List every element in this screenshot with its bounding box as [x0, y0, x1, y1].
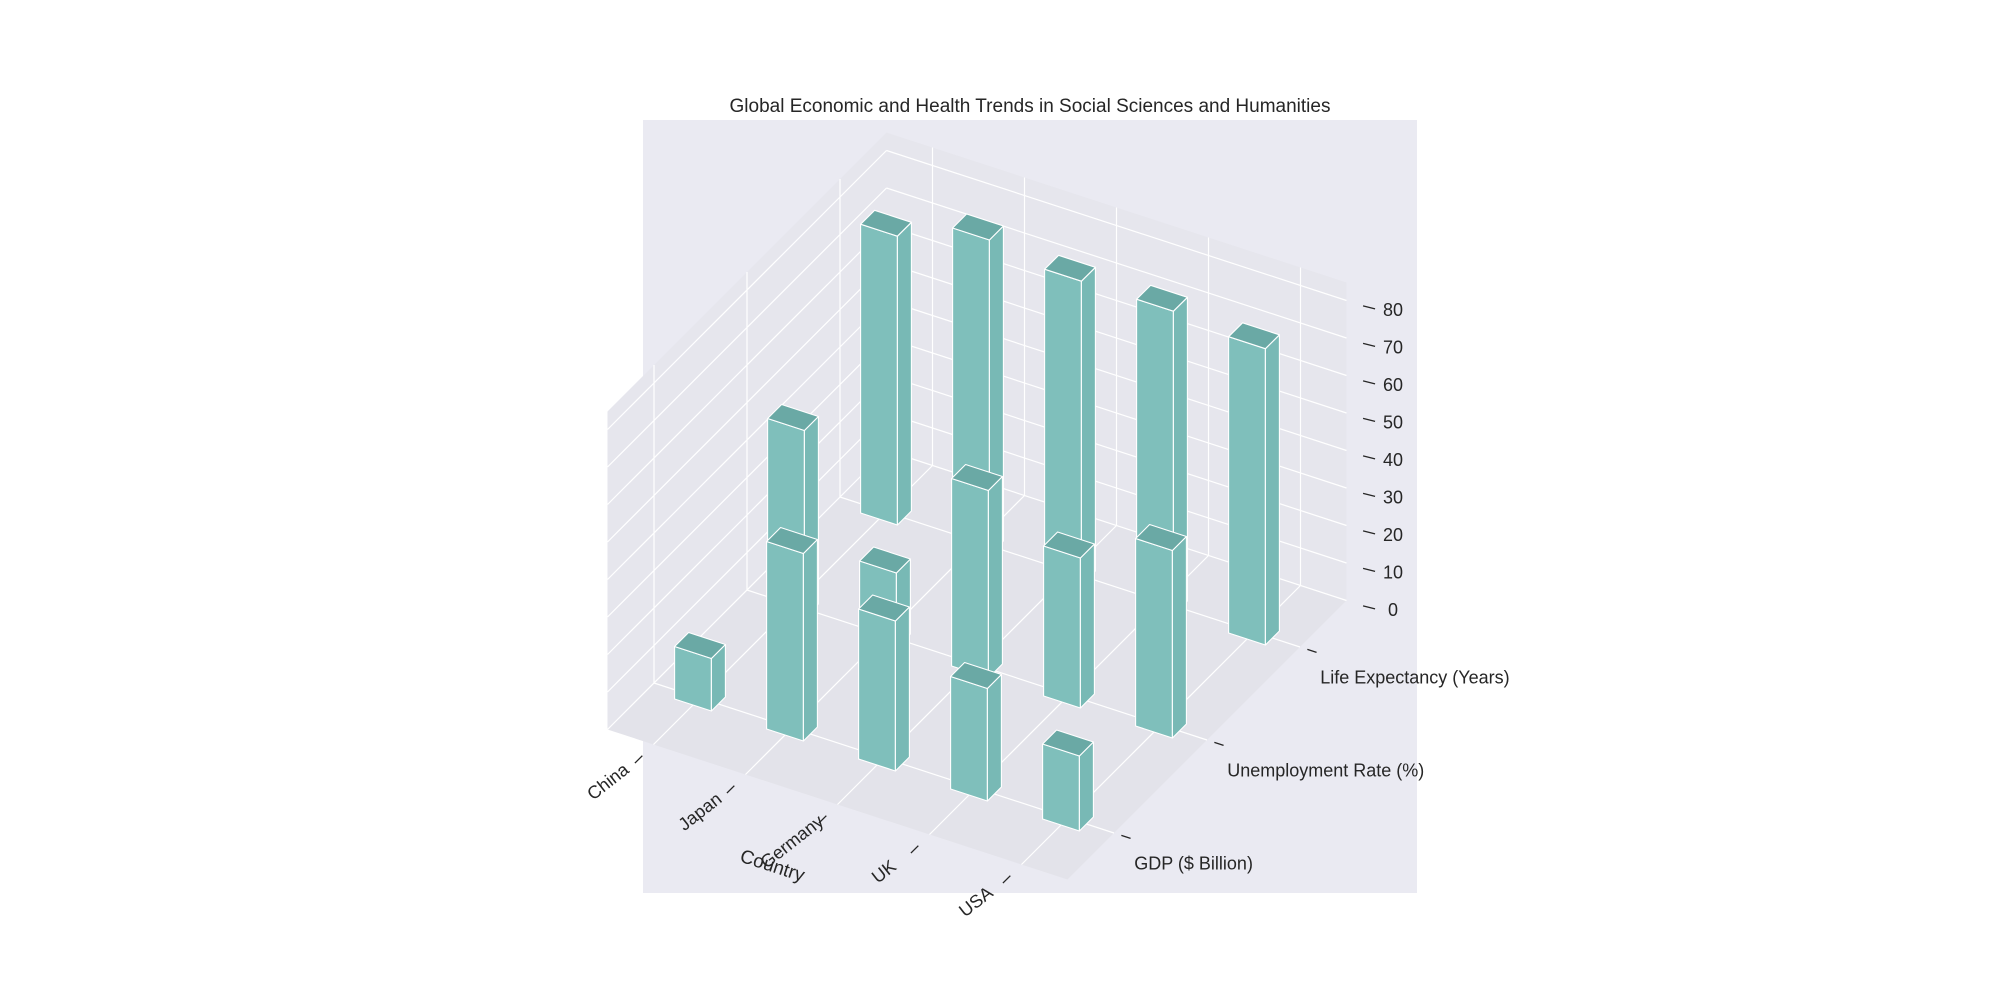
bar-top-face	[674, 631, 726, 660]
bar-top-face	[1042, 729, 1094, 757]
bar-front-face	[950, 675, 988, 802]
bar-uk-gdp-billion	[950, 661, 1002, 802]
chart-title: Global Economic and Health Trends in Soc…	[730, 96, 1331, 117]
z-tick-mark	[1362, 530, 1376, 535]
z-tick-mark	[1362, 567, 1376, 573]
bar-usa-unemployment-rate	[1135, 523, 1187, 739]
x-tick-mark	[1002, 875, 1011, 884]
bar-top-face	[858, 594, 910, 622]
bar-usa-life-expectancy-years	[1228, 322, 1280, 646]
bar-top-face	[860, 209, 912, 237]
y-tick-mark	[1307, 648, 1317, 654]
bar-top-face	[1135, 523, 1187, 552]
y-tick-label-unemployment-rate: Unemployment Rate (%)	[1227, 761, 1424, 781]
bar-front-face	[1228, 336, 1266, 646]
z-tick-mark	[1362, 605, 1376, 610]
bar-top-face	[950, 661, 1002, 690]
bar-germany-life-expectancy-years	[1044, 254, 1096, 586]
z-tick-mark	[1362, 380, 1376, 385]
x-tick-mark	[818, 815, 827, 824]
bar-top-face	[766, 526, 818, 555]
z-tick-mark	[1362, 417, 1376, 423]
y-tick-label-life-expectancy-years: Life Expectancy (Years)	[1320, 668, 1509, 688]
z-tick-label: 60	[1383, 375, 1403, 395]
x-tick-label-china: China	[583, 759, 633, 804]
bar-front-face	[766, 540, 804, 742]
z-tick-label: 50	[1383, 412, 1403, 432]
z-tick-label: 30	[1383, 487, 1403, 507]
bar-top-face	[1044, 254, 1096, 282]
bar-side-face	[802, 538, 818, 742]
z-tick-label: 0	[1388, 600, 1398, 620]
bar-uk-unemployment-rate	[1043, 531, 1095, 709]
bar-side-face	[1264, 334, 1280, 646]
bar-top-face	[1228, 322, 1280, 350]
x-tick-mark	[634, 755, 643, 764]
z-tick-mark	[1362, 492, 1376, 498]
bar-top-face	[859, 546, 911, 574]
y-tick-mark	[1121, 834, 1131, 840]
z-tick-label: 70	[1383, 337, 1403, 357]
bar-japan-gdp-billion	[766, 526, 818, 742]
bar-top-face	[1043, 531, 1095, 559]
z-tick-mark	[1362, 342, 1376, 348]
bar-side-face	[894, 606, 910, 772]
bar-top-face	[952, 213, 1004, 241]
z-tick-label: 40	[1383, 450, 1403, 470]
bar-side-face	[987, 475, 1003, 679]
bar-germany-gdp-billion	[858, 594, 910, 772]
z-tick-label: 80	[1383, 300, 1403, 320]
bar-side-face	[896, 221, 912, 526]
x-tick-mark	[726, 785, 735, 794]
bar-side-face	[1079, 543, 1095, 709]
bar-front-face	[1135, 537, 1173, 739]
z-tick-mark	[1362, 305, 1376, 310]
bar-germany-unemployment-rate	[951, 463, 1003, 679]
bar-top-face	[951, 463, 1003, 492]
bar-side-face	[1080, 266, 1096, 586]
x-tick-mark	[910, 845, 919, 854]
bar-top-face	[1136, 284, 1188, 312]
bar-china-gdp-billion	[674, 631, 726, 712]
y-tick-mark	[1214, 741, 1224, 747]
z-tick-label: 20	[1383, 525, 1403, 545]
bar-front-face	[1043, 545, 1081, 709]
bar-front-face	[1042, 743, 1080, 832]
y-tick-label-gdp-billion: GDP ($ Billion)	[1134, 854, 1253, 874]
bar-front-face	[860, 223, 898, 526]
bar-china-life-expectancy-years	[860, 209, 912, 526]
bar-front-face	[858, 608, 896, 772]
bar-side-face	[1078, 741, 1094, 832]
bar-side-face	[1171, 535, 1187, 739]
z-tick-mark	[1362, 455, 1376, 460]
bar-side-face	[986, 673, 1002, 802]
bar-front-face	[951, 477, 989, 679]
z-tick-label: 10	[1383, 562, 1403, 582]
bar-top-face	[767, 403, 819, 432]
bars	[674, 209, 1280, 832]
bar-usa-gdp-billion	[1042, 729, 1094, 832]
